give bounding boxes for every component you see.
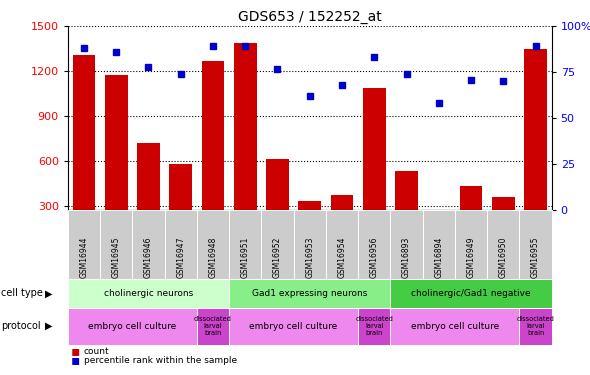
Bar	[73, 55, 95, 250]
Text: protocol: protocol	[1, 321, 41, 331]
Bar	[137, 143, 160, 250]
Text: cholinergic neurons: cholinergic neurons	[104, 289, 193, 298]
Text: dissociated
larval
brain: dissociated larval brain	[517, 316, 555, 336]
Text: ▶: ▶	[45, 288, 53, 298]
Text: GSM16944: GSM16944	[80, 236, 88, 278]
Bar	[169, 164, 192, 250]
Text: ▪: ▪	[71, 354, 80, 368]
Text: dissociated
larval
brain: dissociated larval brain	[355, 316, 393, 336]
Text: GSM16952: GSM16952	[273, 236, 282, 278]
Text: GSM16956: GSM16956	[370, 236, 379, 278]
Title: GDS653 / 152252_at: GDS653 / 152252_at	[238, 10, 382, 24]
Text: count: count	[84, 346, 109, 355]
Text: GSM16954: GSM16954	[337, 236, 346, 278]
Text: GSM16951: GSM16951	[241, 236, 250, 278]
Bar	[202, 61, 224, 250]
Text: embryo cell culture: embryo cell culture	[250, 322, 337, 331]
Bar	[299, 201, 321, 250]
Bar	[234, 43, 257, 251]
Bar	[363, 87, 385, 251]
Text: embryo cell culture: embryo cell culture	[411, 322, 499, 331]
Text: cholinergic/Gad1 negative: cholinergic/Gad1 negative	[411, 289, 531, 298]
Text: GSM16945: GSM16945	[112, 236, 121, 278]
Text: GSM16949: GSM16949	[467, 236, 476, 278]
Bar	[331, 195, 353, 250]
Text: GSM16947: GSM16947	[176, 236, 185, 278]
Text: GSM16953: GSM16953	[305, 236, 314, 278]
Bar	[105, 75, 127, 250]
Text: ▶: ▶	[45, 321, 53, 331]
Bar	[525, 49, 547, 250]
Bar	[492, 196, 514, 250]
Text: percentile rank within the sample: percentile rank within the sample	[84, 356, 237, 365]
Text: GSM16946: GSM16946	[144, 236, 153, 278]
Text: Gad1 expressing neurons: Gad1 expressing neurons	[252, 289, 368, 298]
Text: GSM16955: GSM16955	[531, 236, 540, 278]
Bar	[460, 186, 482, 250]
Text: GSM16950: GSM16950	[499, 236, 508, 278]
Text: embryo cell culture: embryo cell culture	[88, 322, 176, 331]
Text: GSM16894: GSM16894	[434, 236, 443, 278]
Text: GSM16948: GSM16948	[208, 236, 218, 278]
Text: dissociated
larval
brain: dissociated larval brain	[194, 316, 232, 336]
Bar	[395, 171, 418, 250]
Bar	[266, 159, 289, 250]
Text: ▪: ▪	[71, 344, 80, 358]
Text: cell type: cell type	[1, 288, 43, 298]
Text: GSM16893: GSM16893	[402, 236, 411, 278]
Bar	[428, 242, 450, 250]
